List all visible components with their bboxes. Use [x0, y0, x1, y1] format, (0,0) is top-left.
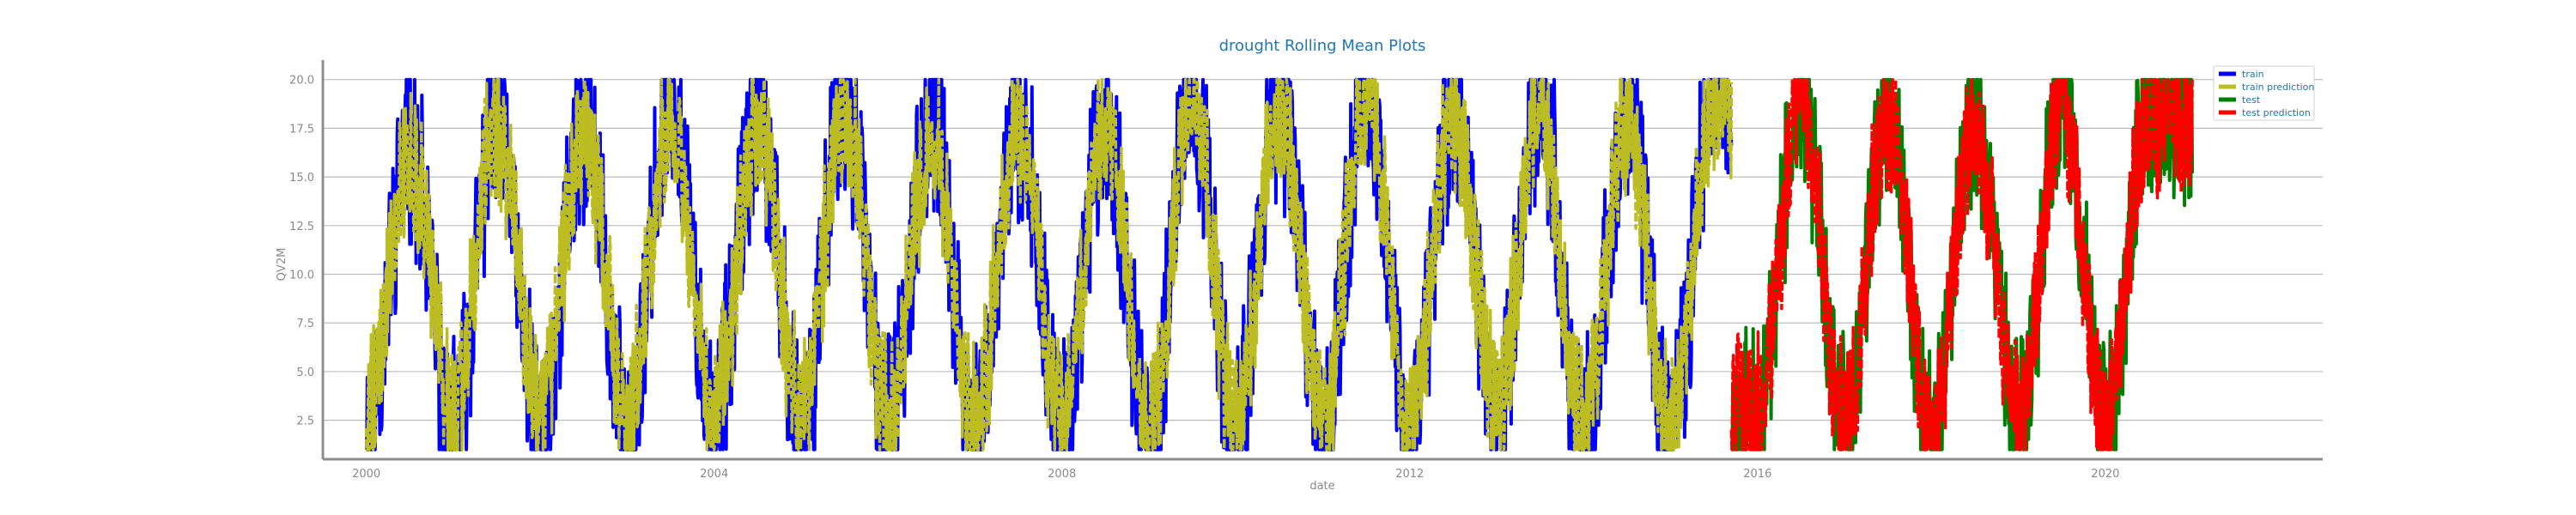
x-tick-label: 2000	[352, 468, 380, 481]
series-line-train-prediction	[364, 77, 1734, 451]
legend-label: test prediction	[2242, 107, 2311, 118]
tick-labels: 2.5 5.0 7.5 10.0 12.5 15.0 17.5 20.0 2000 2004 200…	[289, 75, 2119, 481]
y-axis-label: QV2M	[276, 248, 289, 282]
y-tick-label: 7.5	[296, 318, 314, 330]
y-tick-label: 10.0	[289, 270, 314, 282]
plot-lines	[364, 77, 2195, 451]
series-line-test-prediction	[1729, 77, 2194, 451]
y-tick-label: 2.5	[296, 415, 314, 428]
legend-label: test	[2242, 94, 2261, 106]
y-tick-label: 12.5	[289, 221, 314, 233]
y-tick-label: 20.0	[289, 75, 314, 88]
legend-box	[2213, 65, 2315, 121]
series-line-test	[1730, 77, 2195, 451]
chart-title: drought Rolling Mean Plots	[1219, 37, 1426, 55]
x-tick-label: 2008	[1048, 468, 1076, 481]
legend-label: train prediction	[2242, 82, 2314, 93]
x-axis-label: date	[1309, 480, 1334, 493]
x-tick-label: 2020	[2091, 468, 2119, 481]
x-tick-label: 2012	[1395, 468, 1424, 481]
y-tick-label: 17.5	[289, 123, 314, 136]
y-tick-label: 5.0	[296, 367, 314, 379]
y-tick-label: 15.0	[289, 172, 314, 185]
axes	[321, 60, 2323, 461]
x-tick-label: 2004	[700, 468, 728, 481]
legend-label: train	[2242, 69, 2264, 80]
x-tick-label: 2016	[1743, 468, 1771, 481]
